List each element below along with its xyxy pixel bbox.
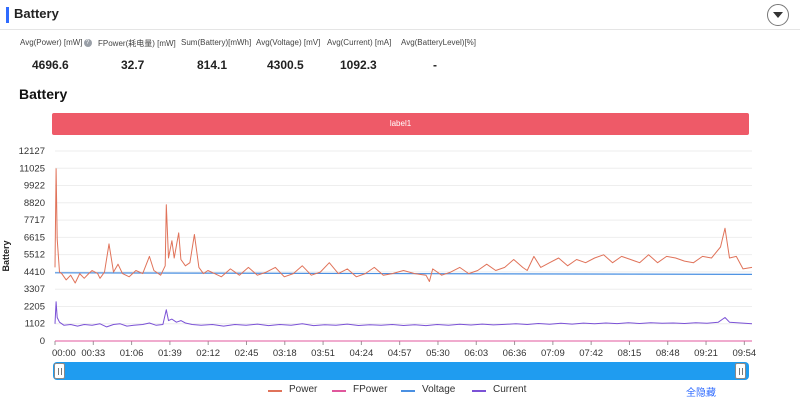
y-tick-label: 11025 [19, 163, 45, 174]
stat-label: Avg(BatteryLevel)[%] [401, 38, 476, 47]
y-tick-label: 6615 [24, 232, 45, 243]
x-tick-label: 02:45 [235, 348, 259, 359]
info-icon[interactable]: ? [83, 38, 92, 47]
header-accent-bar [6, 7, 9, 23]
stat-label: Avg(Current) [mA] [327, 38, 392, 47]
y-tick-label: 0 [40, 336, 45, 347]
series-line-current [54, 301, 753, 328]
x-tick-label: 09:54 [732, 348, 756, 359]
stat-value: 1092.3 [340, 58, 377, 72]
panel-header: Battery [0, 0, 800, 30]
y-tick-label: 12127 [19, 146, 45, 157]
y-tick-label: 1102 [25, 319, 45, 330]
x-tick-label: 02:12 [196, 348, 220, 359]
y-axis-ticks: 0 1102 2205 3307 4410 5512 6615 7717 8820 9922 110… [19, 146, 45, 347]
label-bar[interactable]: label1 [52, 113, 749, 135]
x-tick-label: 06:36 [503, 348, 527, 359]
slider-handle-left[interactable] [54, 363, 65, 379]
y-tick-label: 7717 [24, 215, 45, 226]
x-tick-label: 00:33 [81, 348, 105, 359]
stat-value: 4696.6 [32, 58, 69, 72]
chart-legend: Power FPower Voltage Current [0, 384, 800, 398]
x-tick-label: 04:57 [388, 348, 412, 359]
panel-title: Battery [14, 6, 59, 21]
x-tick-label: 07:42 [579, 348, 603, 359]
x-tick-label: 08:15 [618, 348, 642, 359]
legend-swatch [401, 390, 415, 392]
stat-value: 4300.5 [267, 58, 304, 72]
x-tick-label: 08:48 [656, 348, 680, 359]
legend-swatch [472, 390, 486, 392]
y-tick-label: 3307 [24, 284, 45, 295]
stat-label: FPower(耗电量) [mW] [98, 39, 176, 48]
x-tick-label: 01:39 [158, 348, 182, 359]
y-tick-label: 5512 [24, 250, 45, 261]
stat-value: 814.1 [197, 58, 228, 72]
legend-label: FPower [353, 384, 388, 395]
collapse-button[interactable] [767, 4, 789, 26]
stat-avg-battery-level: Avg(BatteryLevel)[%] - [401, 38, 476, 72]
legend-label: Power [289, 384, 318, 395]
stat-avg-voltage: Avg(Voltage) [mV] 4300.5 [256, 38, 321, 72]
series-line-voltage [54, 272, 753, 275]
x-tick-label: 04:24 [349, 348, 373, 359]
legend-swatch [332, 390, 346, 392]
x-tick-label: 09:21 [694, 348, 718, 359]
x-tick-label: 05:30 [426, 348, 450, 359]
stat-avg-power: Avg(Power) [mW]? 4696.6 [20, 38, 92, 72]
legend-label: Voltage [422, 384, 456, 395]
stat-value: - [433, 58, 437, 72]
battery-line-chart: 0 1102 2205 3307 4410 5512 6615 7717 8820 9922 110… [1, 146, 756, 359]
time-range-slider[interactable] [53, 362, 749, 380]
stat-fpower: FPower(耗电量) [mW] 32.7 [98, 38, 176, 72]
series-line-power [54, 168, 753, 284]
stat-sum-battery: Sum(Battery)[mWh] 814.1 [181, 38, 252, 72]
slider-handle-right[interactable] [735, 363, 746, 379]
x-tick-label: 01:06 [120, 348, 144, 359]
hide-all-link[interactable]: 全隐藏 [686, 388, 716, 399]
legend-swatch [268, 390, 282, 392]
y-tick-label: 9922 [24, 181, 45, 192]
chart-section-title: Battery [19, 86, 68, 102]
y-tick-label: 2205 [24, 301, 45, 312]
y-tick-label: 4410 [24, 267, 45, 278]
chart-grid [55, 150, 752, 342]
y-tick-label: 8820 [24, 198, 45, 209]
stat-value: 32.7 [121, 58, 145, 72]
x-axis-ticks: 00:00 00:33 01:06 01:39 02:12 02:45 03:18 03:51… [52, 340, 756, 359]
chevron-down-icon [773, 12, 783, 18]
stat-avg-current: Avg(Current) [mA] 1092.3 [327, 38, 392, 72]
stat-label: Sum(Battery)[mWh] [181, 38, 252, 47]
legend-label: Current [493, 384, 527, 395]
stat-label: Avg(Power) [mW] [20, 38, 83, 47]
x-tick-label: 03:51 [311, 348, 335, 359]
chart-series [54, 168, 753, 342]
stats-row: Avg(Power) [mW]? 4696.6 FPower(耗电量) [mW]… [0, 38, 800, 74]
x-tick-label: 07:09 [541, 348, 565, 359]
x-tick-label: 03:18 [273, 348, 297, 359]
y-axis-label: Battery [1, 240, 11, 271]
stat-label: Avg(Voltage) [mV] [256, 38, 321, 47]
x-tick-label: 00:00 [52, 348, 76, 359]
x-tick-label: 06:03 [464, 348, 488, 359]
